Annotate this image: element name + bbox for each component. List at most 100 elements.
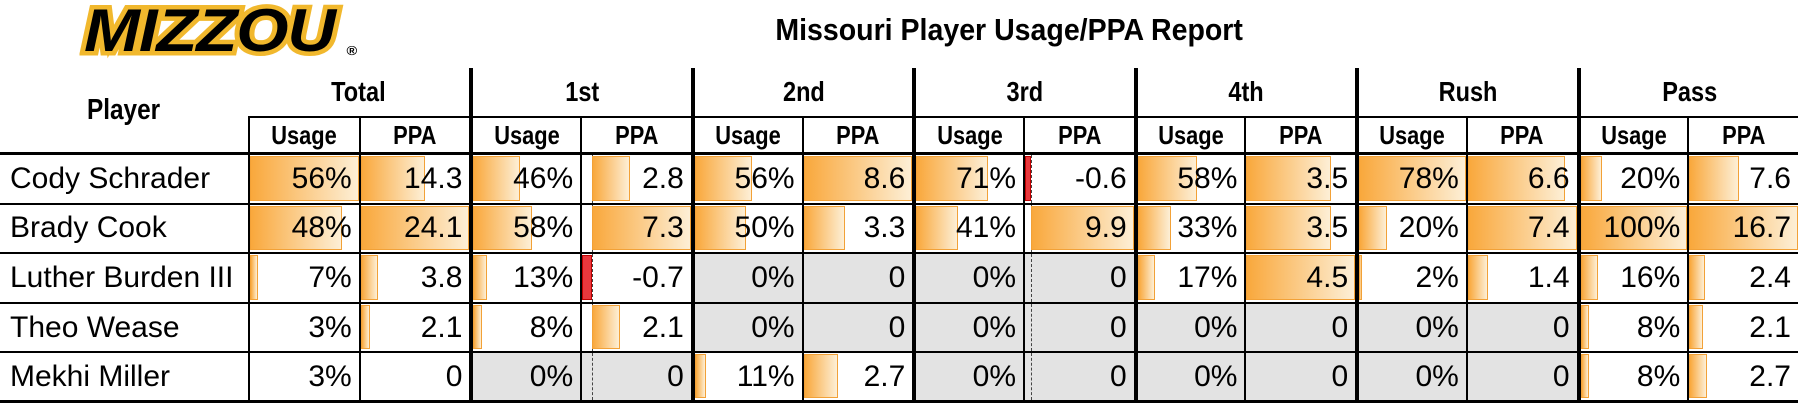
ppa-cell: 2.7 <box>1687 353 1798 403</box>
data-bar <box>1359 205 1387 251</box>
ppa-cell: 2.1 <box>1687 303 1798 354</box>
ppa-value: 0 <box>1110 260 1127 294</box>
player-usage-table: Player Total 1st 2nd 3rd 4th Rush Pass Usage PPA U… <box>0 68 1798 403</box>
ppa-value: 7.6 <box>1749 161 1791 195</box>
ppa-value: 1.4 <box>1527 260 1570 294</box>
ppa-value: 0 <box>888 260 906 294</box>
data-bar <box>360 156 426 201</box>
negative-data-bar <box>582 255 592 300</box>
usage-cell: 11% <box>690 353 802 403</box>
data-bar <box>916 205 958 251</box>
data-bar <box>1031 205 1134 251</box>
ppa-value: 6.6 <box>1527 161 1570 195</box>
subheader-ppa: PPA <box>1465 118 1577 155</box>
usage-value: 33% <box>1177 211 1238 245</box>
usage-cell: 0% <box>690 303 802 354</box>
column-group-header-text: 1st <box>565 76 600 107</box>
data-bar <box>803 354 838 398</box>
usage-value: 46% <box>513 161 574 195</box>
usage-value: 7% <box>308 260 352 294</box>
player-name-cell: Theo Wease <box>0 304 248 354</box>
ppa-cell: 0 <box>1023 254 1134 304</box>
data-bar <box>1580 156 1602 201</box>
subheader-text: PPA <box>393 119 437 150</box>
ppa-value: 0 <box>1110 359 1127 393</box>
ppa-cell: 1.4 <box>1465 254 1577 304</box>
usage-cell: 58% <box>1133 155 1245 205</box>
ppa-value: 2.1 <box>1749 310 1791 344</box>
zero-axis-line <box>1031 254 1033 302</box>
subheader-ppa: PPA <box>801 118 913 155</box>
usage-value: 8% <box>529 310 574 344</box>
usage-value: 0% <box>1415 359 1459 393</box>
data-bar <box>1137 156 1197 201</box>
player-name: Brady Cook <box>10 211 167 245</box>
zero-axis-line <box>1031 353 1033 400</box>
ppa-cell: 0 <box>1244 303 1356 354</box>
ppa-cell: 2.8 <box>580 155 691 205</box>
data-bar <box>1689 156 1739 201</box>
usage-cell: 56% <box>248 155 359 205</box>
usage-value: 0% <box>1194 310 1238 344</box>
usage-cell: 3% <box>248 303 359 354</box>
ppa-cell: 8.6 <box>801 155 913 205</box>
usage-value: 2% <box>1415 260 1459 294</box>
zero-axis-line <box>1031 303 1033 352</box>
ppa-value: 7.4 <box>1527 211 1570 245</box>
ppa-cell: 9.9 <box>1023 204 1134 255</box>
report-title: Missouri Player Usage/PPA Report <box>220 12 1798 48</box>
data-bar <box>694 156 752 201</box>
ppa-value: 16.7 <box>1732 211 1791 245</box>
negative-data-bar <box>1025 156 1032 201</box>
usage-value: 3% <box>308 359 352 393</box>
player-name-cell: Brady Cook <box>0 205 248 255</box>
column-group-header-rush: Rush <box>1355 68 1577 118</box>
column-group-header-text: 2nd <box>782 76 825 107</box>
data-bar <box>360 304 371 350</box>
subheader-text: PPA <box>1057 119 1101 150</box>
data-bar <box>591 304 621 350</box>
subheader-text: Usage <box>715 119 781 150</box>
ppa-cell: 3.5 <box>1244 155 1356 205</box>
subheader-ppa: PPA <box>1244 118 1356 155</box>
zero-axis-line <box>591 353 593 400</box>
subheader-text: Usage <box>271 119 338 150</box>
column-group-header-text: Pass <box>1661 76 1717 107</box>
report-title-text: Missouri Player Usage/PPA Report <box>775 12 1243 47</box>
ppa-cell: 0 <box>801 303 913 354</box>
column-group-header-3rd: 3rd <box>912 68 1134 118</box>
ppa-value: 2.4 <box>1749 260 1791 294</box>
ppa-cell: 0 <box>1465 303 1577 354</box>
ppa-value: 2.1 <box>642 310 684 344</box>
subheader-text: PPA <box>836 119 880 150</box>
usage-cell: 2% <box>1355 254 1466 304</box>
ppa-cell: 0 <box>1465 353 1577 403</box>
usage-value: 56% <box>734 161 795 195</box>
subheader-text: PPA <box>1279 119 1323 150</box>
data-bar <box>1359 156 1466 201</box>
ppa-cell: 3.8 <box>358 254 470 304</box>
ppa-cell: 16.7 <box>1687 204 1798 255</box>
usage-cell: 0% <box>912 303 1023 354</box>
usage-cell: 20% <box>1355 204 1466 255</box>
subheader-usage: Usage <box>248 118 359 155</box>
ppa-value: 0 <box>1331 359 1349 393</box>
subheader-text: Usage <box>936 119 1003 150</box>
subheader-text: Usage <box>493 119 560 150</box>
ppa-cell: 24.1 <box>358 204 470 255</box>
mizzou-logo-outline: MIZZOU <box>79 0 341 68</box>
usage-cell: 41% <box>912 204 1023 255</box>
usage-value: 8% <box>1636 359 1681 393</box>
ppa-value: 0 <box>1552 310 1570 344</box>
usage-cell: 0% <box>1355 303 1466 354</box>
ppa-cell: 0 <box>580 353 691 403</box>
ppa-cell: 2.4 <box>1687 254 1798 304</box>
data-bar <box>1467 156 1565 201</box>
usage-cell: 20% <box>1576 155 1688 205</box>
ppa-cell: 7.6 <box>1687 155 1798 205</box>
data-bar <box>473 205 533 251</box>
usage-value: 50% <box>734 211 795 245</box>
ppa-value: 8.6 <box>863 161 906 195</box>
player-name: Luther Burden III <box>10 260 234 294</box>
data-bar <box>1246 255 1356 300</box>
